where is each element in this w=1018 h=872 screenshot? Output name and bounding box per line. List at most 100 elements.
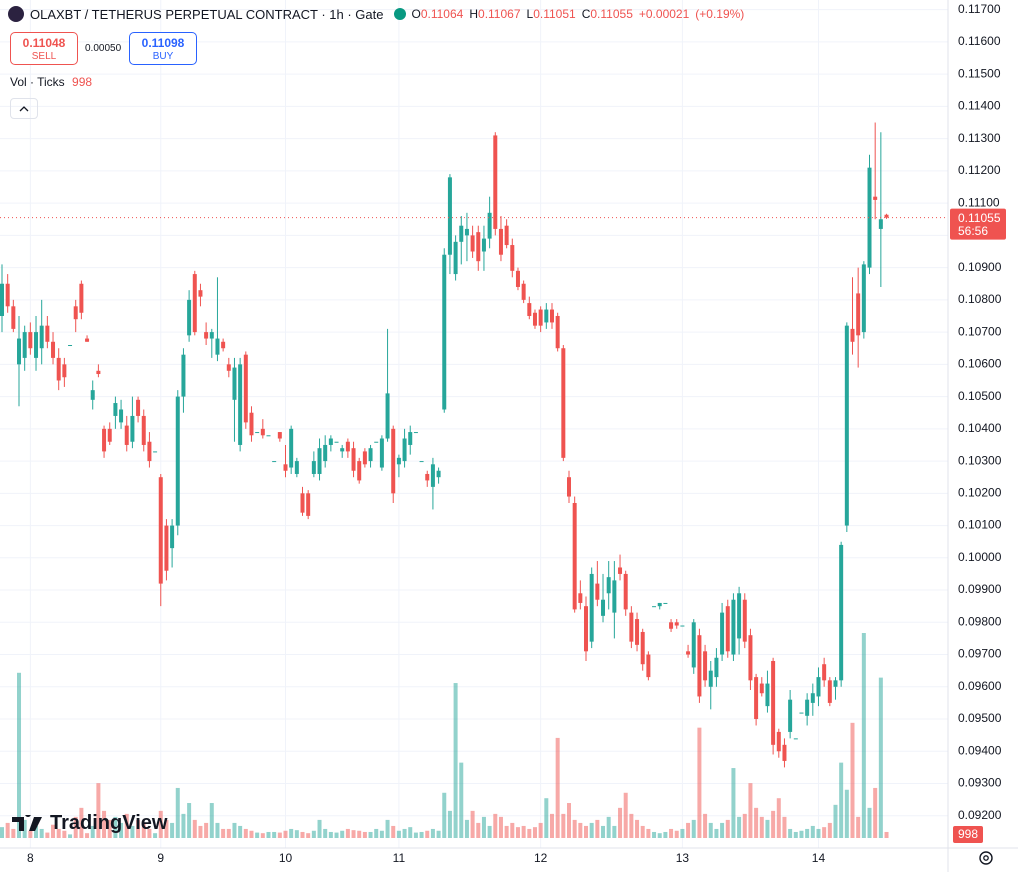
volume-bar (459, 762, 464, 838)
volume-bar (238, 825, 243, 838)
y-tick-label: 0.09600 (958, 679, 1002, 693)
price-tag (950, 208, 1006, 240)
candle-body (430, 464, 435, 487)
candle-body (158, 477, 163, 584)
x-tick-label: 13 (676, 851, 690, 865)
volume-bar (567, 803, 571, 838)
candle-body (442, 254, 447, 410)
candle-body (714, 657, 719, 678)
candle-body (243, 354, 248, 423)
volume-bar (805, 828, 810, 838)
volume-bar (396, 830, 401, 838)
ohlc-key: O (411, 7, 421, 21)
y-tick-label: 0.11600 (958, 34, 1001, 48)
sell-button[interactable]: 0.11048 SELL (10, 32, 78, 65)
volume-bar (51, 824, 56, 838)
volume-bar (90, 825, 95, 838)
volume-bar (827, 822, 832, 838)
volume-bar (584, 825, 589, 838)
candle-body (374, 441, 379, 443)
volume-bar (147, 828, 152, 838)
candle-body (612, 580, 617, 613)
candle-body (22, 332, 27, 358)
y-tick-label: 0.09800 (958, 614, 1002, 628)
volume-bar (464, 819, 469, 838)
volume-bar (170, 822, 175, 838)
candle-body (328, 438, 333, 445)
volume-bar (595, 819, 600, 838)
volume-bar (884, 831, 889, 838)
volume-bar (357, 830, 362, 838)
buy-button[interactable]: 0.11098 BUY (129, 32, 197, 65)
candle-body (294, 461, 299, 474)
candle-body (759, 683, 764, 694)
candle-body (527, 303, 532, 316)
candle-body (39, 325, 44, 349)
volume-bar (527, 828, 532, 838)
collapse-button[interactable] (10, 98, 38, 119)
candle-body (595, 583, 600, 600)
volume-bar (107, 819, 112, 838)
candle-body (447, 177, 452, 255)
volume-bar (232, 822, 237, 838)
volume-bar (141, 822, 146, 838)
header: OLAXBT / TETHERUS PERPETUAL CONTRACT · 1… (8, 6, 744, 22)
candle-body (884, 214, 889, 218)
candle-body (697, 635, 702, 697)
candle-body (255, 432, 260, 434)
candle-body (368, 448, 373, 462)
volume-bar (612, 825, 617, 838)
settings-icon[interactable] (976, 848, 996, 868)
candle-body (113, 403, 118, 416)
candle-body (504, 225, 509, 246)
volume-bar (249, 830, 254, 838)
volume-bar (725, 819, 730, 838)
y-tick-label: 0.10200 (958, 485, 1002, 499)
ohlc-item: C0.11055 (582, 7, 633, 21)
volume-bar (385, 819, 390, 838)
candle-body (601, 599, 606, 616)
candle-body (725, 606, 730, 652)
candle-body (498, 228, 503, 255)
volume-bar (136, 819, 141, 838)
volume-bar (737, 816, 742, 838)
volume-bar (629, 813, 634, 838)
candle-body (555, 315, 560, 349)
ohlc-value: 0.11067 (478, 7, 521, 21)
volume-bar (878, 677, 883, 838)
candle-body (85, 338, 90, 342)
y-tick-label: 0.11400 (958, 99, 1001, 113)
brand-text: TradingView (50, 812, 168, 834)
candle-body (567, 477, 571, 497)
volume-bar (544, 798, 549, 838)
candle-body (652, 606, 657, 608)
volume-bar (640, 825, 645, 838)
volume-bar (481, 816, 486, 838)
candle-body (5, 283, 10, 307)
candle-body (181, 354, 186, 397)
y-tick-label: 0.11500 (958, 66, 1001, 80)
candle-body (260, 428, 265, 436)
candle-body (788, 699, 793, 732)
volume-bar (635, 819, 640, 838)
candle-body (737, 593, 742, 639)
candle-body (776, 731, 781, 752)
volume-bar (0, 827, 4, 838)
candle-body (0, 283, 4, 316)
volume-bar (822, 827, 827, 838)
candle-body (742, 599, 747, 642)
candle-body (822, 664, 827, 681)
candle-body (289, 428, 294, 468)
candle-body (561, 348, 566, 458)
volume-bar (646, 828, 651, 838)
volume-bar (861, 633, 866, 838)
candle-body (549, 309, 554, 323)
volume-bar (175, 787, 180, 838)
volume-bar (430, 828, 435, 838)
candle-body (544, 309, 549, 323)
candle-body (62, 364, 67, 378)
y-tick-label: 0.09300 (958, 776, 1002, 790)
candle-body (272, 461, 277, 463)
candle-body (799, 712, 804, 714)
